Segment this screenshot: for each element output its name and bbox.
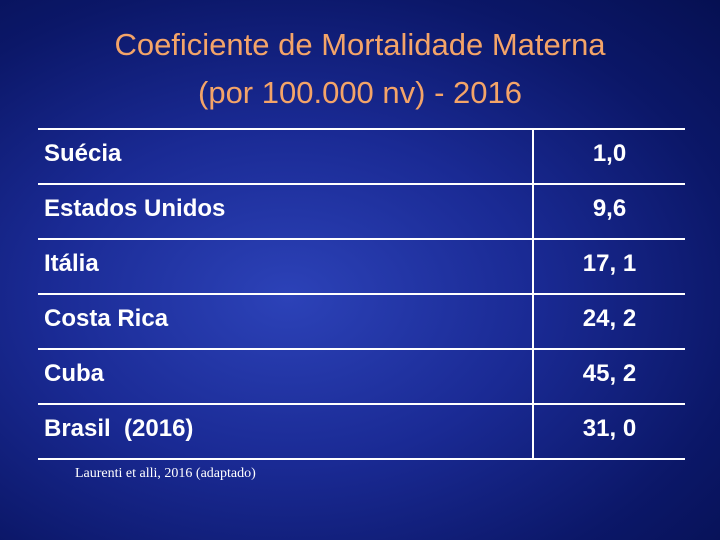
country-cell: Estados Unidos bbox=[44, 195, 226, 222]
row-border bbox=[38, 128, 685, 130]
value-cell: 45, 2 bbox=[582, 360, 637, 387]
value-cell: 9,6 bbox=[592, 195, 627, 222]
value-cell: 17, 1 bbox=[582, 250, 637, 277]
row-border bbox=[38, 348, 685, 350]
country-cell: Costa Rica bbox=[44, 305, 169, 332]
row-border bbox=[38, 403, 685, 405]
row-border bbox=[38, 238, 685, 240]
country-cell: Brasil (2016) bbox=[44, 415, 194, 442]
value-cell: 31, 0 bbox=[582, 415, 637, 442]
title-line: (por 100.000 nv) - 2016 bbox=[198, 75, 522, 110]
column-divider bbox=[532, 128, 534, 458]
country-cell: Suécia bbox=[44, 140, 122, 167]
value-cell: 24, 2 bbox=[582, 305, 637, 332]
country-cell: Itália bbox=[44, 250, 99, 277]
title-line: Coeficiente de Mortalidade Materna bbox=[114, 27, 606, 62]
row-border bbox=[38, 183, 685, 185]
value-cell: 1,0 bbox=[592, 140, 627, 167]
row-border bbox=[38, 458, 685, 460]
row-border bbox=[38, 293, 685, 295]
source-note: Laurenti et alli, 2016 (adaptado) bbox=[75, 466, 256, 481]
country-cell: Cuba bbox=[44, 360, 104, 387]
